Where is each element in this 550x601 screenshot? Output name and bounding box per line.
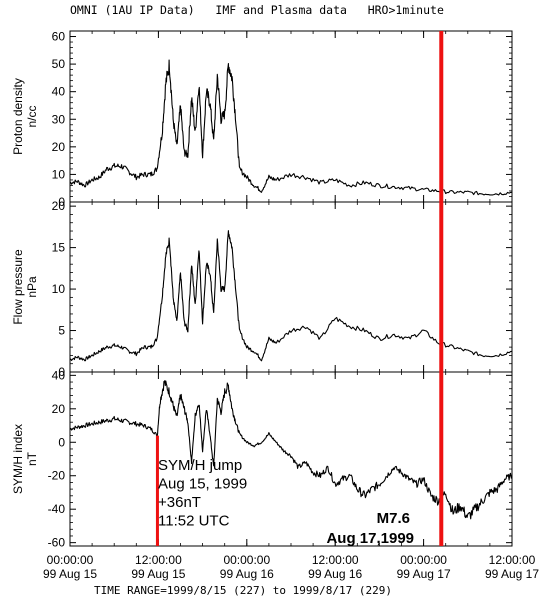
y-tick-label: -20 [48,469,66,483]
y-tick-label: 0 [58,365,65,379]
pressure-yunit: nPa [25,276,39,298]
x-tick-time-label: 12:00:00 [312,553,359,567]
y-tick-label: 15 [52,241,66,255]
pressure-series-line [69,230,513,362]
symh-frame [69,371,513,547]
y-tick-label: 10 [52,167,66,181]
y-tick-label: 20 [52,140,66,154]
symh-jump-annotation-line: Aug 15, 1999 [158,476,247,493]
y-tick-label: 0 [58,435,65,449]
x-tick-date-label: 99 Aug 16 [220,567,274,581]
x-tick-time-label: 00:00:00 [400,553,447,567]
x-tick-time-label: 12:00:00 [135,553,182,567]
x-tick-date-label: 99 Aug 17 [485,567,539,581]
symh-jump-annotation-line: +36nT [158,494,201,511]
symh-ylabel: SYM/H index [11,424,25,494]
y-tick-label: 40 [52,85,66,99]
x-tick-date-label: 99 Aug 15 [43,567,97,581]
y-tick-label: -40 [48,502,66,516]
proton-series-line [69,59,513,196]
symh-jump-annotation-line: 11:52 UTC [158,513,230,530]
symh-series-line [69,380,513,520]
y-tick-label: 30 [52,112,66,126]
y-tick-label: 40 [52,368,66,382]
pressure-panel: 0 5 10 15 20 Flow pressure nPa [11,199,513,379]
x-tick-date-label: 99 Aug 16 [308,567,362,581]
chart-title: OMNI (1AU IP Data) IMF and Plasma data H… [70,3,444,17]
x-tick-time-label: 00:00:00 [47,553,94,567]
y-tick-label: 60 [52,30,66,44]
x-tick-date-label: 99 Aug 17 [397,567,451,581]
y-tick-label: 50 [52,57,66,71]
proton-ylabel: Proton density [11,78,25,155]
y-tick-label: 10 [52,282,66,296]
y-tick-label: -60 [48,536,66,550]
symh-panel: -60 -40 -20 0 20 40 SYM/H index nT [11,368,513,550]
x-tick-time-label: 12:00:00 [489,553,536,567]
proton-yunit: n/cc [25,105,39,127]
symh-jump-annotation-line: SYM/H jump [158,457,242,474]
flare-annotation-class: M7.6 [377,510,410,527]
pressure-ylabel: Flow pressure [11,249,25,325]
x-tick-time-label: 00:00:00 [223,553,270,567]
x-tick-date-label: 99 Aug 15 [131,567,185,581]
time-range-label: TIME RANGE=1999/8/15 (227) to 1999/8/17 … [94,584,393,597]
y-tick-label: 0 [58,195,65,209]
flare-annotation-date: Aug 17,1999 [326,530,414,547]
y-tick-label: 20 [52,402,66,416]
y-tick-label: 20 [52,199,66,213]
symh-yunit: nT [25,451,39,466]
proton-panel: 0 10 20 30 40 50 60 Proton density n/cc [11,30,513,209]
y-tick-label: 5 [58,324,65,338]
